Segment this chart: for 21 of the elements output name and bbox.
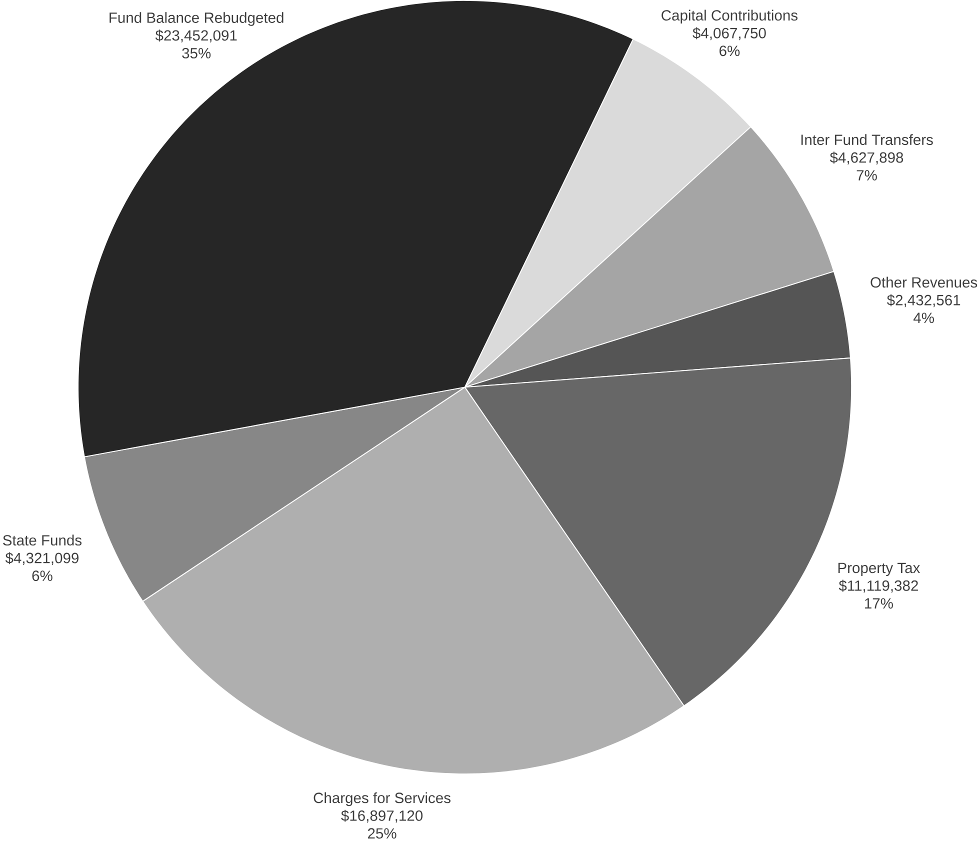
data-label: $11,119,382: [838, 580, 918, 593]
text: 25%: [368, 828, 396, 839]
data-label: $16,897,120: [341, 810, 423, 823]
slice-label: Fund Balance Rebudgeted: [110, 12, 284, 26]
text: 4%: [913, 312, 934, 324]
data-label: $4,321,099: [5, 552, 79, 566]
slice-label: Property Tax: [838, 562, 920, 576]
text: 35%: [182, 48, 211, 58]
data-label: $2,432,561: [886, 294, 960, 308]
slice-label: State Funds: [3, 534, 82, 546]
text: 6%: [720, 46, 740, 56]
data-label: $4,067,750: [692, 27, 766, 40]
text: 17%: [865, 598, 893, 609]
text: 6%: [32, 570, 52, 582]
slice-label: Other Revenues: [870, 276, 978, 288]
data-label: $4,627,898: [830, 152, 904, 165]
slice-label: Inter Fund Transfers: [801, 134, 933, 146]
slice-label: Charges for Services: [314, 792, 450, 806]
text: 7%: [856, 170, 877, 180]
data-label: $23,452,091: [155, 30, 237, 42]
slice-label: Capital Contributions: [662, 10, 798, 24]
